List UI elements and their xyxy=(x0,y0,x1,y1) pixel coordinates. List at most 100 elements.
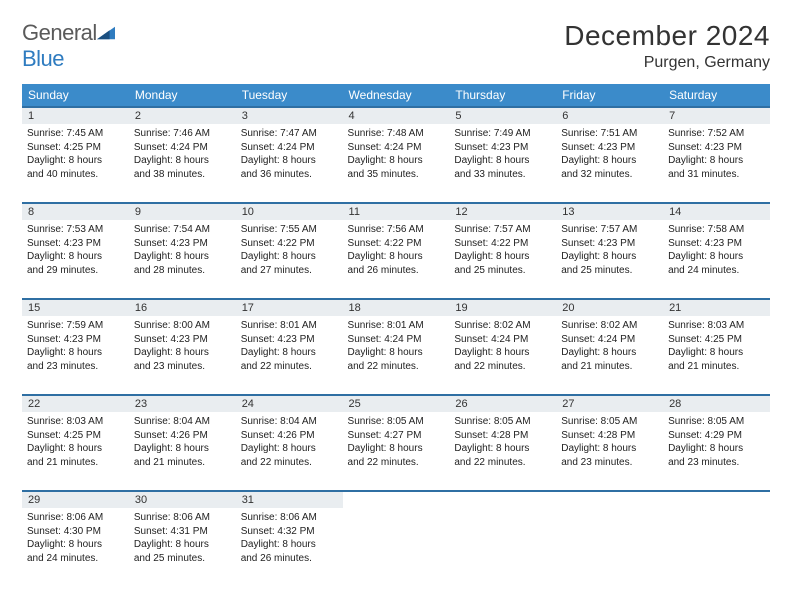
sunrise-line: Sunrise: 7:52 AM xyxy=(668,127,765,141)
sunset-line: Sunset: 4:26 PM xyxy=(134,429,231,443)
calendar-row: 1Sunrise: 7:45 AMSunset: 4:25 PMDaylight… xyxy=(22,107,770,203)
calendar-cell: 12Sunrise: 7:57 AMSunset: 4:22 PMDayligh… xyxy=(449,203,556,299)
calendar-cell: 5Sunrise: 7:49 AMSunset: 4:23 PMDaylight… xyxy=(449,107,556,203)
daylight-line-1: Daylight: 8 hours xyxy=(348,154,445,168)
sunrise-line: Sunrise: 8:01 AM xyxy=(348,319,445,333)
sunset-line: Sunset: 4:24 PM xyxy=(454,333,551,347)
sunrise-line: Sunrise: 8:03 AM xyxy=(27,415,124,429)
sunrise-line: Sunrise: 8:06 AM xyxy=(134,511,231,525)
day-number: 28 xyxy=(663,396,770,412)
day-details: Sunrise: 7:51 AMSunset: 4:23 PMDaylight:… xyxy=(561,127,658,181)
calendar-cell: 1Sunrise: 7:45 AMSunset: 4:25 PMDaylight… xyxy=(22,107,129,203)
calendar-cell: 30Sunrise: 8:06 AMSunset: 4:31 PMDayligh… xyxy=(129,491,236,586)
logo-blue-text: Blue xyxy=(22,46,64,71)
daylight-line-1: Daylight: 8 hours xyxy=(561,346,658,360)
calendar-row: 8Sunrise: 7:53 AMSunset: 4:23 PMDaylight… xyxy=(22,203,770,299)
sunrise-line: Sunrise: 8:06 AM xyxy=(27,511,124,525)
day-number: 24 xyxy=(236,396,343,412)
sunset-line: Sunset: 4:23 PM xyxy=(134,237,231,251)
day-number: 19 xyxy=(449,300,556,316)
daylight-line-2: and 32 minutes. xyxy=(561,168,658,182)
day-details: Sunrise: 8:05 AMSunset: 4:27 PMDaylight:… xyxy=(348,415,445,469)
calendar-cell: 9Sunrise: 7:54 AMSunset: 4:23 PMDaylight… xyxy=(129,203,236,299)
sunset-line: Sunset: 4:24 PM xyxy=(348,333,445,347)
daylight-line-2: and 38 minutes. xyxy=(134,168,231,182)
sunset-line: Sunset: 4:22 PM xyxy=(348,237,445,251)
day-details: Sunrise: 8:03 AMSunset: 4:25 PMDaylight:… xyxy=(668,319,765,373)
daylight-line-2: and 22 minutes. xyxy=(241,360,338,374)
daylight-line-2: and 33 minutes. xyxy=(454,168,551,182)
daylight-line-2: and 35 minutes. xyxy=(348,168,445,182)
sunrise-line: Sunrise: 7:45 AM xyxy=(27,127,124,141)
calendar-cell: 8Sunrise: 7:53 AMSunset: 4:23 PMDaylight… xyxy=(22,203,129,299)
day-number: 3 xyxy=(236,108,343,124)
daylight-line-1: Daylight: 8 hours xyxy=(668,442,765,456)
logo: General Blue xyxy=(22,20,115,72)
daylight-line-1: Daylight: 8 hours xyxy=(241,442,338,456)
daylight-line-2: and 21 minutes. xyxy=(561,360,658,374)
calendar-cell: 19 Sunrise: 8:02 AMSunset: 4:24 PMDayligh… xyxy=(449,299,556,395)
sunset-line: Sunset: 4:23 PM xyxy=(27,237,124,251)
sunrise-line: Sunrise: 7:57 AM xyxy=(454,223,551,237)
sunset-line: Sunset: 4:25 PM xyxy=(27,141,124,155)
day-details: Sunrise: 8:06 AMSunset: 4:30 PMDaylight:… xyxy=(27,511,124,565)
calendar-cell: 21Sunrise: 8:03 AMSunset: 4:25 PMDayligh… xyxy=(663,299,770,395)
sunset-line: Sunset: 4:28 PM xyxy=(454,429,551,443)
sunset-line: Sunset: 4:30 PM xyxy=(27,525,124,539)
daylight-line-2: and 40 minutes. xyxy=(27,168,124,182)
day-details: Sunrise: 8:02 AMSunset: 4:24 PMDaylight:… xyxy=(561,319,658,373)
daylight-line-2: and 26 minutes. xyxy=(241,552,338,566)
day-details: Sunrise: 7:48 AMSunset: 4:24 PMDaylight:… xyxy=(348,127,445,181)
calendar-row: 15Sunrise: 7:59 AMSunset: 4:23 PMDayligh… xyxy=(22,299,770,395)
calendar-cell: 6Sunrise: 7:51 AMSunset: 4:23 PMDaylight… xyxy=(556,107,663,203)
sunset-line: Sunset: 4:24 PM xyxy=(348,141,445,155)
calendar-cell: 24Sunrise: 8:04 AMSunset: 4:26 PMDayligh… xyxy=(236,395,343,491)
day-details: Sunrise: 8:00 AMSunset: 4:23 PMDaylight:… xyxy=(134,319,231,373)
daylight-line-1: Daylight: 8 hours xyxy=(561,442,658,456)
daylight-line-2: and 22 minutes. xyxy=(241,456,338,470)
daylight-line-1: Daylight: 8 hours xyxy=(134,346,231,360)
day-details: Sunrise: 7:59 AMSunset: 4:23 PMDaylight:… xyxy=(27,319,124,373)
daylight-line-1: Daylight: 8 hours xyxy=(348,250,445,264)
day-number: 13 xyxy=(556,204,663,220)
sunset-line: Sunset: 4:32 PM xyxy=(241,525,338,539)
calendar-cell: 29Sunrise: 8:06 AMSunset: 4:30 PMDayligh… xyxy=(22,491,129,586)
calendar-cell: 20Sunrise: 8:02 AMSunset: 4:24 PMDayligh… xyxy=(556,299,663,395)
daylight-line-1: Daylight: 8 hours xyxy=(241,538,338,552)
sunset-line: Sunset: 4:23 PM xyxy=(27,333,124,347)
weekday-header: Friday xyxy=(556,84,663,107)
sunrise-line: Sunrise: 8:05 AM xyxy=(668,415,765,429)
day-details: Sunrise: 7:56 AMSunset: 4:22 PMDaylight:… xyxy=(348,223,445,277)
day-details: Sunrise: 7:57 AMSunset: 4:23 PMDaylight:… xyxy=(561,223,658,277)
sunrise-line: Sunrise: 8:02 AM xyxy=(561,319,658,333)
sunrise-line: Sunrise: 7:51 AM xyxy=(561,127,658,141)
daylight-line-2: and 21 minutes. xyxy=(27,456,124,470)
day-number: 7 xyxy=(663,108,770,124)
daylight-line-2: and 22 minutes. xyxy=(348,360,445,374)
daylight-line-1: Daylight: 8 hours xyxy=(561,250,658,264)
sunset-line: Sunset: 4:26 PM xyxy=(241,429,338,443)
sunrise-line: Sunrise: 7:53 AM xyxy=(27,223,124,237)
daylight-line-1: Daylight: 8 hours xyxy=(134,538,231,552)
location-label: Purgen, Germany xyxy=(564,54,770,72)
day-details: Sunrise: 8:02 AMSunset: 4:24 PMDaylight:… xyxy=(454,319,551,373)
calendar-cell: 2Sunrise: 7:46 AMSunset: 4:24 PMDaylight… xyxy=(129,107,236,203)
day-details: Sunrise: 7:45 AMSunset: 4:25 PMDaylight:… xyxy=(27,127,124,181)
calendar-cell: 28Sunrise: 8:05 AMSunset: 4:29 PMDayligh… xyxy=(663,395,770,491)
calendar-cell: 15Sunrise: 7:59 AMSunset: 4:23 PMDayligh… xyxy=(22,299,129,395)
calendar-cell: 11Sunrise: 7:56 AMSunset: 4:22 PMDayligh… xyxy=(343,203,450,299)
daylight-line-1: Daylight: 8 hours xyxy=(241,346,338,360)
day-number: 17 xyxy=(236,300,343,316)
day-number: 23 xyxy=(129,396,236,412)
daylight-line-1: Daylight: 8 hours xyxy=(348,346,445,360)
day-number: 4 xyxy=(343,108,450,124)
daylight-line-1: Daylight: 8 hours xyxy=(454,442,551,456)
day-number: 16 xyxy=(129,300,236,316)
daylight-line-2: and 24 minutes. xyxy=(668,264,765,278)
sunset-line: Sunset: 4:22 PM xyxy=(241,237,338,251)
sunset-line: Sunset: 4:22 PM xyxy=(454,237,551,251)
day-number: 10 xyxy=(236,204,343,220)
calendar-cell: 4 Sunrise: 7:48 AMSunset: 4:24 PMDaylight… xyxy=(343,107,450,203)
day-number: 18 xyxy=(343,300,450,316)
sunset-line: Sunset: 4:27 PM xyxy=(348,429,445,443)
